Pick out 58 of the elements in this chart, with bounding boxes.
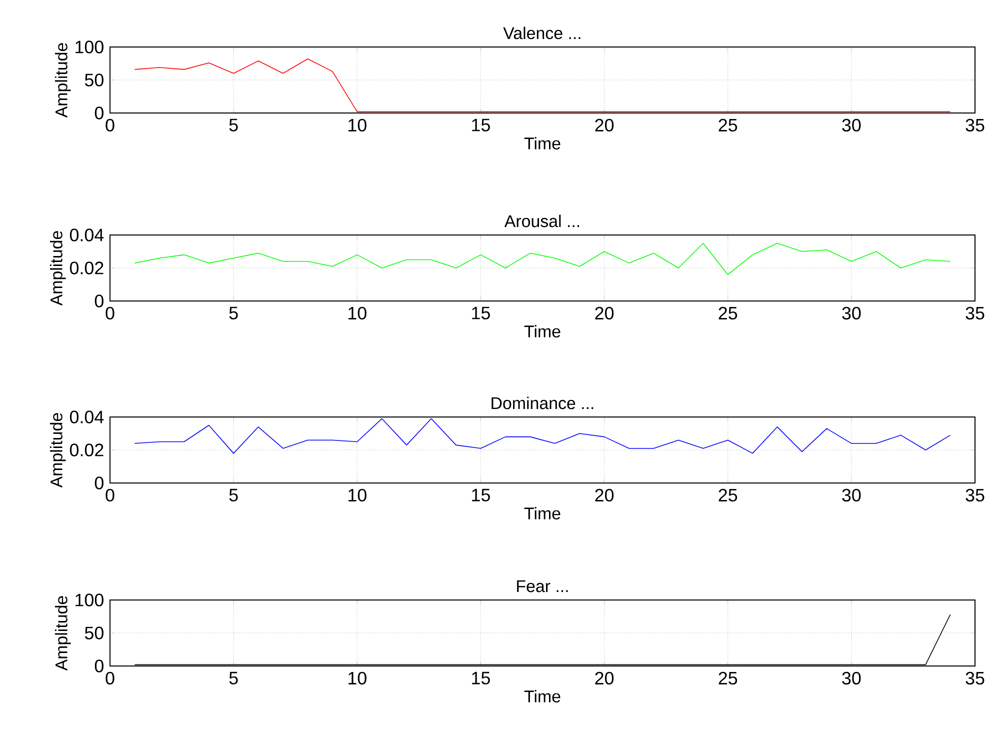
- y-tick-label: 0: [94, 476, 104, 490]
- x-tick-label: 20: [595, 306, 614, 320]
- x-tick-label: 0: [106, 488, 114, 502]
- x-tick-label: 10: [348, 118, 366, 132]
- x-tick-label: 0: [106, 672, 114, 685]
- x-tick-label: 15: [472, 488, 490, 502]
- line-series: [134, 242, 951, 276]
- y-tick-label: 0: [94, 106, 104, 120]
- x-tick-label: 15: [472, 672, 490, 684]
- x-tick-label: 5: [229, 306, 238, 320]
- y-tick-label: 0.04: [70, 410, 104, 424]
- y-tick-label: 100: [76, 594, 104, 606]
- chart-title: Arousal ...: [504, 214, 580, 228]
- line-series: [134, 418, 951, 454]
- x-tick-label: 35: [966, 488, 984, 502]
- x-tick-label: 20: [595, 118, 614, 132]
- y-axis-title: Amplitude: [54, 43, 71, 118]
- x-tick-label: 5: [229, 118, 238, 132]
- x-axis-title: Time: [524, 325, 560, 338]
- x-tick-label: 10: [348, 488, 366, 502]
- chart-title: Fear ...: [517, 580, 568, 592]
- x-tick-label: 5: [229, 672, 238, 684]
- x-tick-label: 30: [842, 672, 861, 685]
- y-axis-title: Amplitude: [54, 596, 71, 671]
- y-tick-label: 50: [84, 74, 104, 86]
- x-tick-label: 25: [718, 672, 738, 685]
- x-tick-label: 0: [106, 306, 114, 320]
- x-axis-title: Time: [524, 137, 560, 150]
- chart-title: Dominance ...: [492, 396, 594, 410]
- y-tick-label: 0.02: [70, 262, 104, 274]
- x-tick-label: 20: [595, 672, 614, 685]
- x-tick-label: 30: [842, 488, 861, 502]
- x-tick-label: 30: [842, 118, 861, 132]
- y-tick-label: 0: [94, 294, 104, 308]
- x-tick-label: 25: [718, 306, 738, 320]
- x-tick-label: 0: [106, 118, 114, 132]
- x-tick-label: 5: [229, 488, 238, 502]
- x-tick-label: 25: [718, 488, 738, 502]
- x-tick-label: 15: [472, 306, 490, 320]
- x-tick-label: 10: [348, 672, 366, 685]
- y-tick-label: 0.04: [70, 228, 104, 242]
- y-tick-label: 0: [94, 660, 104, 672]
- y-tick-label: 50: [84, 626, 104, 640]
- x-tick-label: 25: [718, 118, 738, 132]
- x-tick-label: 10: [348, 306, 366, 320]
- y-tick-label: 100: [76, 40, 104, 54]
- y-axis-title: Amplitude: [50, 413, 66, 488]
- y-tick-label: 0.02: [70, 444, 104, 456]
- x-tick-label: 30: [842, 306, 861, 320]
- x-tick-label: 20: [595, 488, 614, 502]
- x-tick-label: 15: [472, 118, 490, 132]
- x-axis-title: Time: [524, 507, 560, 520]
- x-axis-title: Time: [524, 690, 560, 702]
- x-tick-label: 35: [966, 118, 984, 132]
- y-axis-title: Amplitude: [50, 231, 66, 306]
- x-tick-label: 35: [966, 306, 984, 320]
- chart-title: Valence ...: [503, 26, 580, 40]
- x-tick-label: 35: [966, 672, 984, 685]
